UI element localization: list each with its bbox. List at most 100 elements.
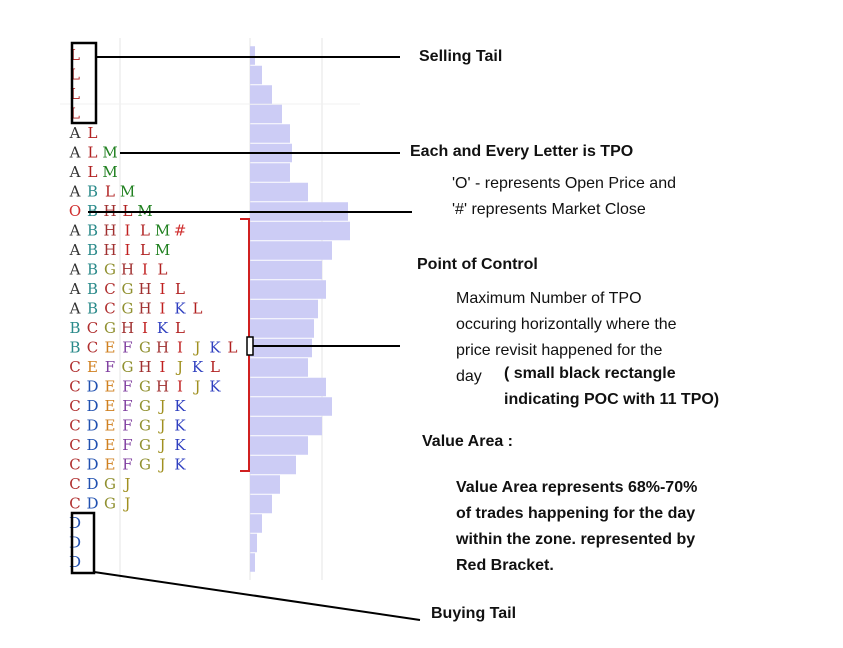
profile-bar [250, 397, 332, 416]
tpo-letter: B [87, 241, 98, 259]
tpo-letter: G [139, 397, 151, 415]
tpo-letter: G [139, 417, 151, 435]
tpo-letter: M [120, 183, 135, 201]
tpo-letter: C [69, 436, 80, 454]
tpo-letter: H [138, 280, 151, 298]
tpo-letter: G [139, 436, 151, 454]
tpo-letter: O [69, 202, 81, 220]
tpo-letter: L [70, 105, 80, 123]
tpo-letter: F [122, 456, 132, 474]
tpo-letter: C [69, 378, 80, 396]
tpo-letter: E [105, 339, 116, 357]
tpo-letter: E [105, 417, 116, 435]
tpo-letter: E [105, 456, 116, 474]
tpo-letter: C [69, 358, 80, 376]
tpo-letter: J [157, 436, 165, 454]
tpo-letter: A [69, 280, 81, 298]
label: Each and Every Letter is TPO [410, 143, 633, 160]
tpo-letter: E [105, 378, 116, 396]
tpo-letter: C [69, 495, 80, 513]
tpo-letter: H [138, 358, 151, 376]
tpo-letter: M [155, 222, 170, 240]
tpo-letter: G [139, 378, 151, 396]
tpo-letter: C [69, 475, 80, 493]
tpo-letter: J [192, 339, 200, 357]
tpo-letter: D [86, 436, 98, 454]
profile-bars [250, 46, 350, 572]
profile-bar [250, 553, 255, 572]
profile-bar [250, 221, 350, 241]
profile-bar [250, 338, 312, 358]
tpo-letter: I [160, 358, 166, 376]
tpo-letter: K [192, 358, 204, 376]
tpo-letter: G [104, 475, 116, 493]
profile-bar [250, 299, 318, 319]
tpo-letter: G [122, 358, 134, 376]
tpo-letter: L [228, 339, 238, 357]
profile-bar [250, 124, 290, 143]
tpo-letter: A [69, 144, 81, 162]
tpo-letter: D [86, 397, 98, 415]
tpo-letter: C [69, 397, 80, 415]
tpo-letter: F [122, 397, 132, 415]
tpo-letter: E [105, 397, 116, 415]
label: ( small black rectangle [504, 365, 676, 382]
tpo-letter: H [156, 378, 169, 396]
profile-bar [250, 358, 308, 377]
profile-bar [250, 260, 322, 280]
tpo-letter: I [125, 222, 131, 240]
tpo-letter: G [122, 280, 134, 298]
tpo-letter: L [70, 46, 80, 64]
tpo-letter: A [69, 163, 81, 181]
label: indicating POC with 11 TPO) [504, 391, 719, 408]
tpo-letter: G [104, 319, 116, 337]
tpo-letter: H [121, 261, 134, 279]
tpo-letter: F [105, 358, 115, 376]
tpo-letter: L [88, 124, 98, 142]
tpo-letter: A [69, 222, 81, 240]
tpo-letter: C [87, 339, 98, 357]
tpo-letter: G [139, 339, 151, 357]
tpo-letter: D [86, 456, 98, 474]
tpo-letter: A [69, 124, 81, 142]
tpo-letter: M [155, 241, 170, 259]
tpo-letter: G [122, 300, 134, 318]
tpo-letter: C [104, 280, 115, 298]
tpo-letter: C [104, 300, 115, 318]
tpo-letter: I [160, 280, 166, 298]
tpo-letter: E [87, 358, 98, 376]
tpo-letter: J [192, 378, 200, 396]
tpo-letter: I [177, 339, 183, 357]
tpo-letter: L [175, 280, 185, 298]
tpo-letter: J [157, 397, 165, 415]
label: Maximum Number of TPO [456, 290, 642, 307]
tpo-letter: A [69, 183, 81, 201]
pointer-line [93, 571, 421, 621]
tpo-letter: L [175, 319, 185, 337]
profile-bar [250, 85, 272, 104]
tpo-letter: A [69, 261, 81, 279]
tpo-letter: K [174, 300, 186, 318]
buying-tail-box [70, 511, 96, 575]
tpo-letter: I [177, 378, 183, 396]
label: 'O' - represents Open Price and [452, 175, 676, 192]
tpo-letter: C [87, 319, 98, 337]
label: Buying Tail [431, 605, 516, 622]
tpo-letter: G [104, 261, 116, 279]
tpo-letter: G [139, 456, 151, 474]
tpo-letter: B [87, 280, 98, 298]
tpo-letter: K [157, 319, 169, 337]
tpo-letter: B [87, 222, 98, 240]
profile-bar [250, 46, 255, 65]
tpo-letter: D [86, 495, 98, 513]
profile-bar [250, 241, 332, 260]
tpo-letter: A [69, 300, 81, 318]
label: price revisit happened for the [456, 342, 662, 359]
profile-bar [250, 377, 326, 397]
tpo-letter: K [174, 397, 186, 415]
tpo-letter: K [174, 456, 186, 474]
label: of trades happening for the day [456, 505, 695, 522]
profile-bar [250, 455, 296, 475]
profile-bar [250, 436, 308, 455]
tpo-letter: H [121, 319, 134, 337]
